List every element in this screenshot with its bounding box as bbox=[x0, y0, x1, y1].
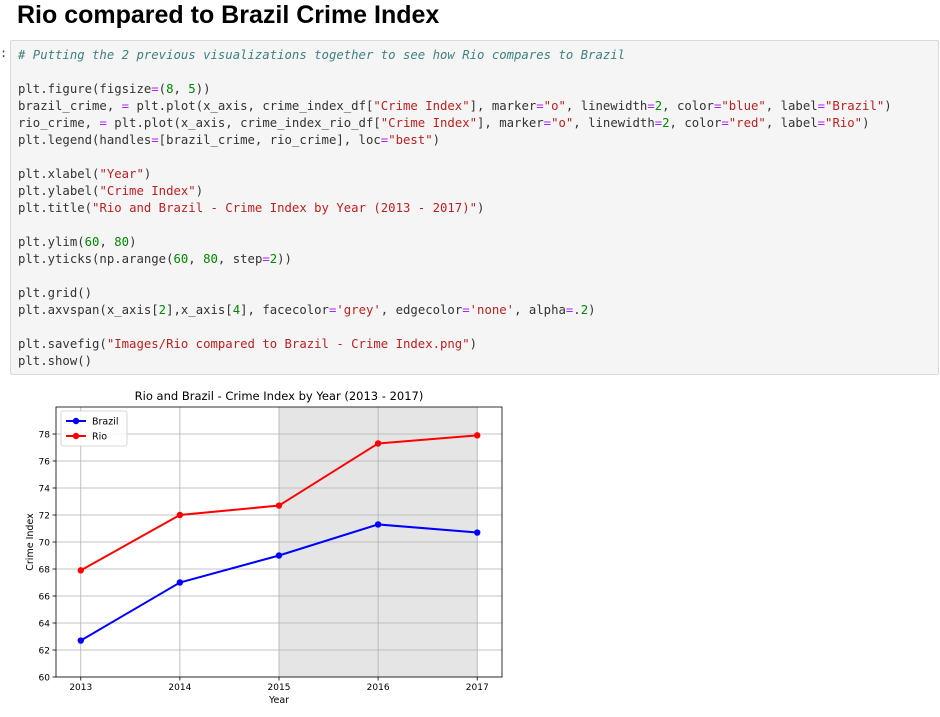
y-tick-label: 64 bbox=[39, 620, 51, 630]
data-point-rio bbox=[374, 440, 382, 447]
chart-title: Rio and Brazil - Crime Index by Year (20… bbox=[135, 389, 424, 403]
data-point-brazil bbox=[374, 521, 382, 528]
code-line: plt.yticks(np.arange(60, 80, step=2)) bbox=[18, 252, 292, 266]
code-line: # Putting the 2 previous visualizations … bbox=[18, 48, 626, 62]
code-line: plt.savefig("Images/Rio compared to Braz… bbox=[18, 337, 478, 351]
legend-marker-brazil bbox=[72, 417, 80, 425]
code-line: plt.ylim(60, 80) bbox=[18, 235, 137, 249]
y-tick-label: 72 bbox=[39, 512, 50, 522]
code-line: brazil_crime, = plt.plot(x_axis, crime_i… bbox=[18, 99, 892, 113]
y-tick-label: 78 bbox=[39, 431, 51, 441]
data-point-rio bbox=[176, 511, 184, 519]
y-axis-label: Crime Index bbox=[25, 513, 36, 571]
x-tick-label: 2015 bbox=[268, 683, 291, 693]
code-line: rio_crime, = plt.plot(x_axis, crime_inde… bbox=[18, 116, 870, 130]
x-tick-label: 2013 bbox=[69, 683, 92, 693]
data-point-brazil bbox=[474, 529, 481, 536]
code-line: plt.title("Rio and Brazil - Crime Index … bbox=[18, 201, 485, 215]
data-point-rio bbox=[275, 502, 283, 509]
data-point-rio bbox=[474, 432, 481, 439]
y-tick-label: 70 bbox=[39, 539, 51, 549]
code-editor[interactable]: # Putting the 2 previous visualizations … bbox=[18, 47, 892, 370]
legend-label-rio: Rio bbox=[92, 432, 107, 443]
code-line: plt.show() bbox=[18, 354, 93, 368]
chart-output: 60 62 64 66 68 70 72 74 76 78 2013 2014 2015 2016 2017… bbox=[25, 389, 503, 706]
code-line: plt.ylabel("Crime Index") bbox=[18, 184, 204, 198]
x-tick-label: 2016 bbox=[367, 683, 390, 693]
data-point-brazil bbox=[275, 552, 283, 559]
chart-legend: Brazil Rio bbox=[60, 410, 128, 447]
y-tick-label: 60 bbox=[39, 674, 51, 684]
y-tick-label: 74 bbox=[39, 485, 51, 495]
code-line: plt.legend(handles=[brazil_crime, rio_cr… bbox=[18, 133, 441, 147]
data-point-brazil bbox=[77, 637, 84, 644]
y-tick-label: 62 bbox=[39, 647, 50, 657]
code-line: plt.axvspan(x_axis[2],x_axis[4], facecol… bbox=[18, 303, 596, 317]
code-line: plt.figure(figsize=(8, 5)) bbox=[18, 82, 211, 96]
data-point-brazil bbox=[176, 579, 184, 586]
legend-marker-rio bbox=[72, 432, 80, 440]
y-tick-label: 66 bbox=[39, 593, 51, 603]
x-tick-label: 2017 bbox=[466, 683, 489, 693]
y-tick-label: 68 bbox=[39, 566, 51, 576]
x-tick-label: 2014 bbox=[168, 683, 191, 693]
code-line: plt.grid() bbox=[18, 286, 93, 300]
code-line: plt.xlabel("Year") bbox=[18, 167, 152, 181]
data-point-rio bbox=[77, 567, 84, 574]
x-axis-label: Year bbox=[268, 695, 289, 706]
page-heading: Rio compared to Brazil Crime Index bbox=[17, 1, 440, 29]
y-tick-label: 76 bbox=[39, 458, 51, 468]
legend-label-brazil: Brazil bbox=[92, 417, 119, 428]
code-cell[interactable]: # Putting the 2 previous visualizations … bbox=[10, 40, 939, 375]
cell-prompt-marker: : bbox=[0, 46, 8, 60]
